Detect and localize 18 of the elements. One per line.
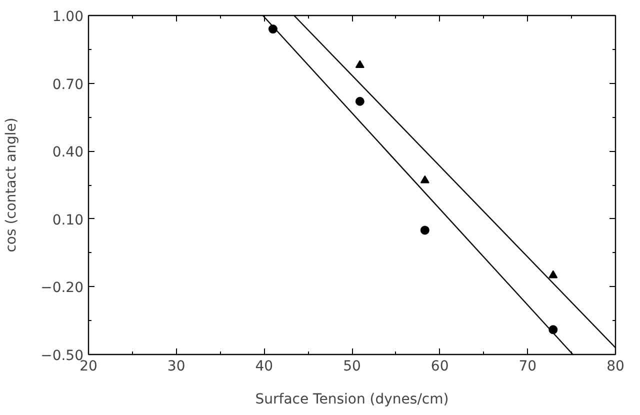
y-tick-label: 1.00 [52, 9, 84, 25]
y-tick-label: 0.40 [52, 144, 84, 161]
x-tick-label: 80 [606, 358, 624, 374]
x-tick-label: 70 [518, 358, 537, 374]
y-tick-label: −0.20 [40, 280, 84, 296]
x-tick-label: 30 [167, 358, 186, 374]
x-tick-label: 50 [343, 358, 361, 374]
point [355, 60, 364, 68]
point [420, 175, 430, 184]
y-tick-label: 0.10 [52, 212, 84, 228]
x-tick-label: 60 [430, 358, 449, 374]
y-axis-title: cos (contact angle) [4, 118, 20, 252]
point [355, 96, 364, 106]
x-axis-title: Surface Tension (dynes/cm) [255, 392, 449, 408]
y-tick-label: 0.70 [52, 76, 84, 93]
x-tick-label: 40 [255, 358, 274, 374]
point [420, 226, 430, 235]
point [548, 270, 558, 278]
